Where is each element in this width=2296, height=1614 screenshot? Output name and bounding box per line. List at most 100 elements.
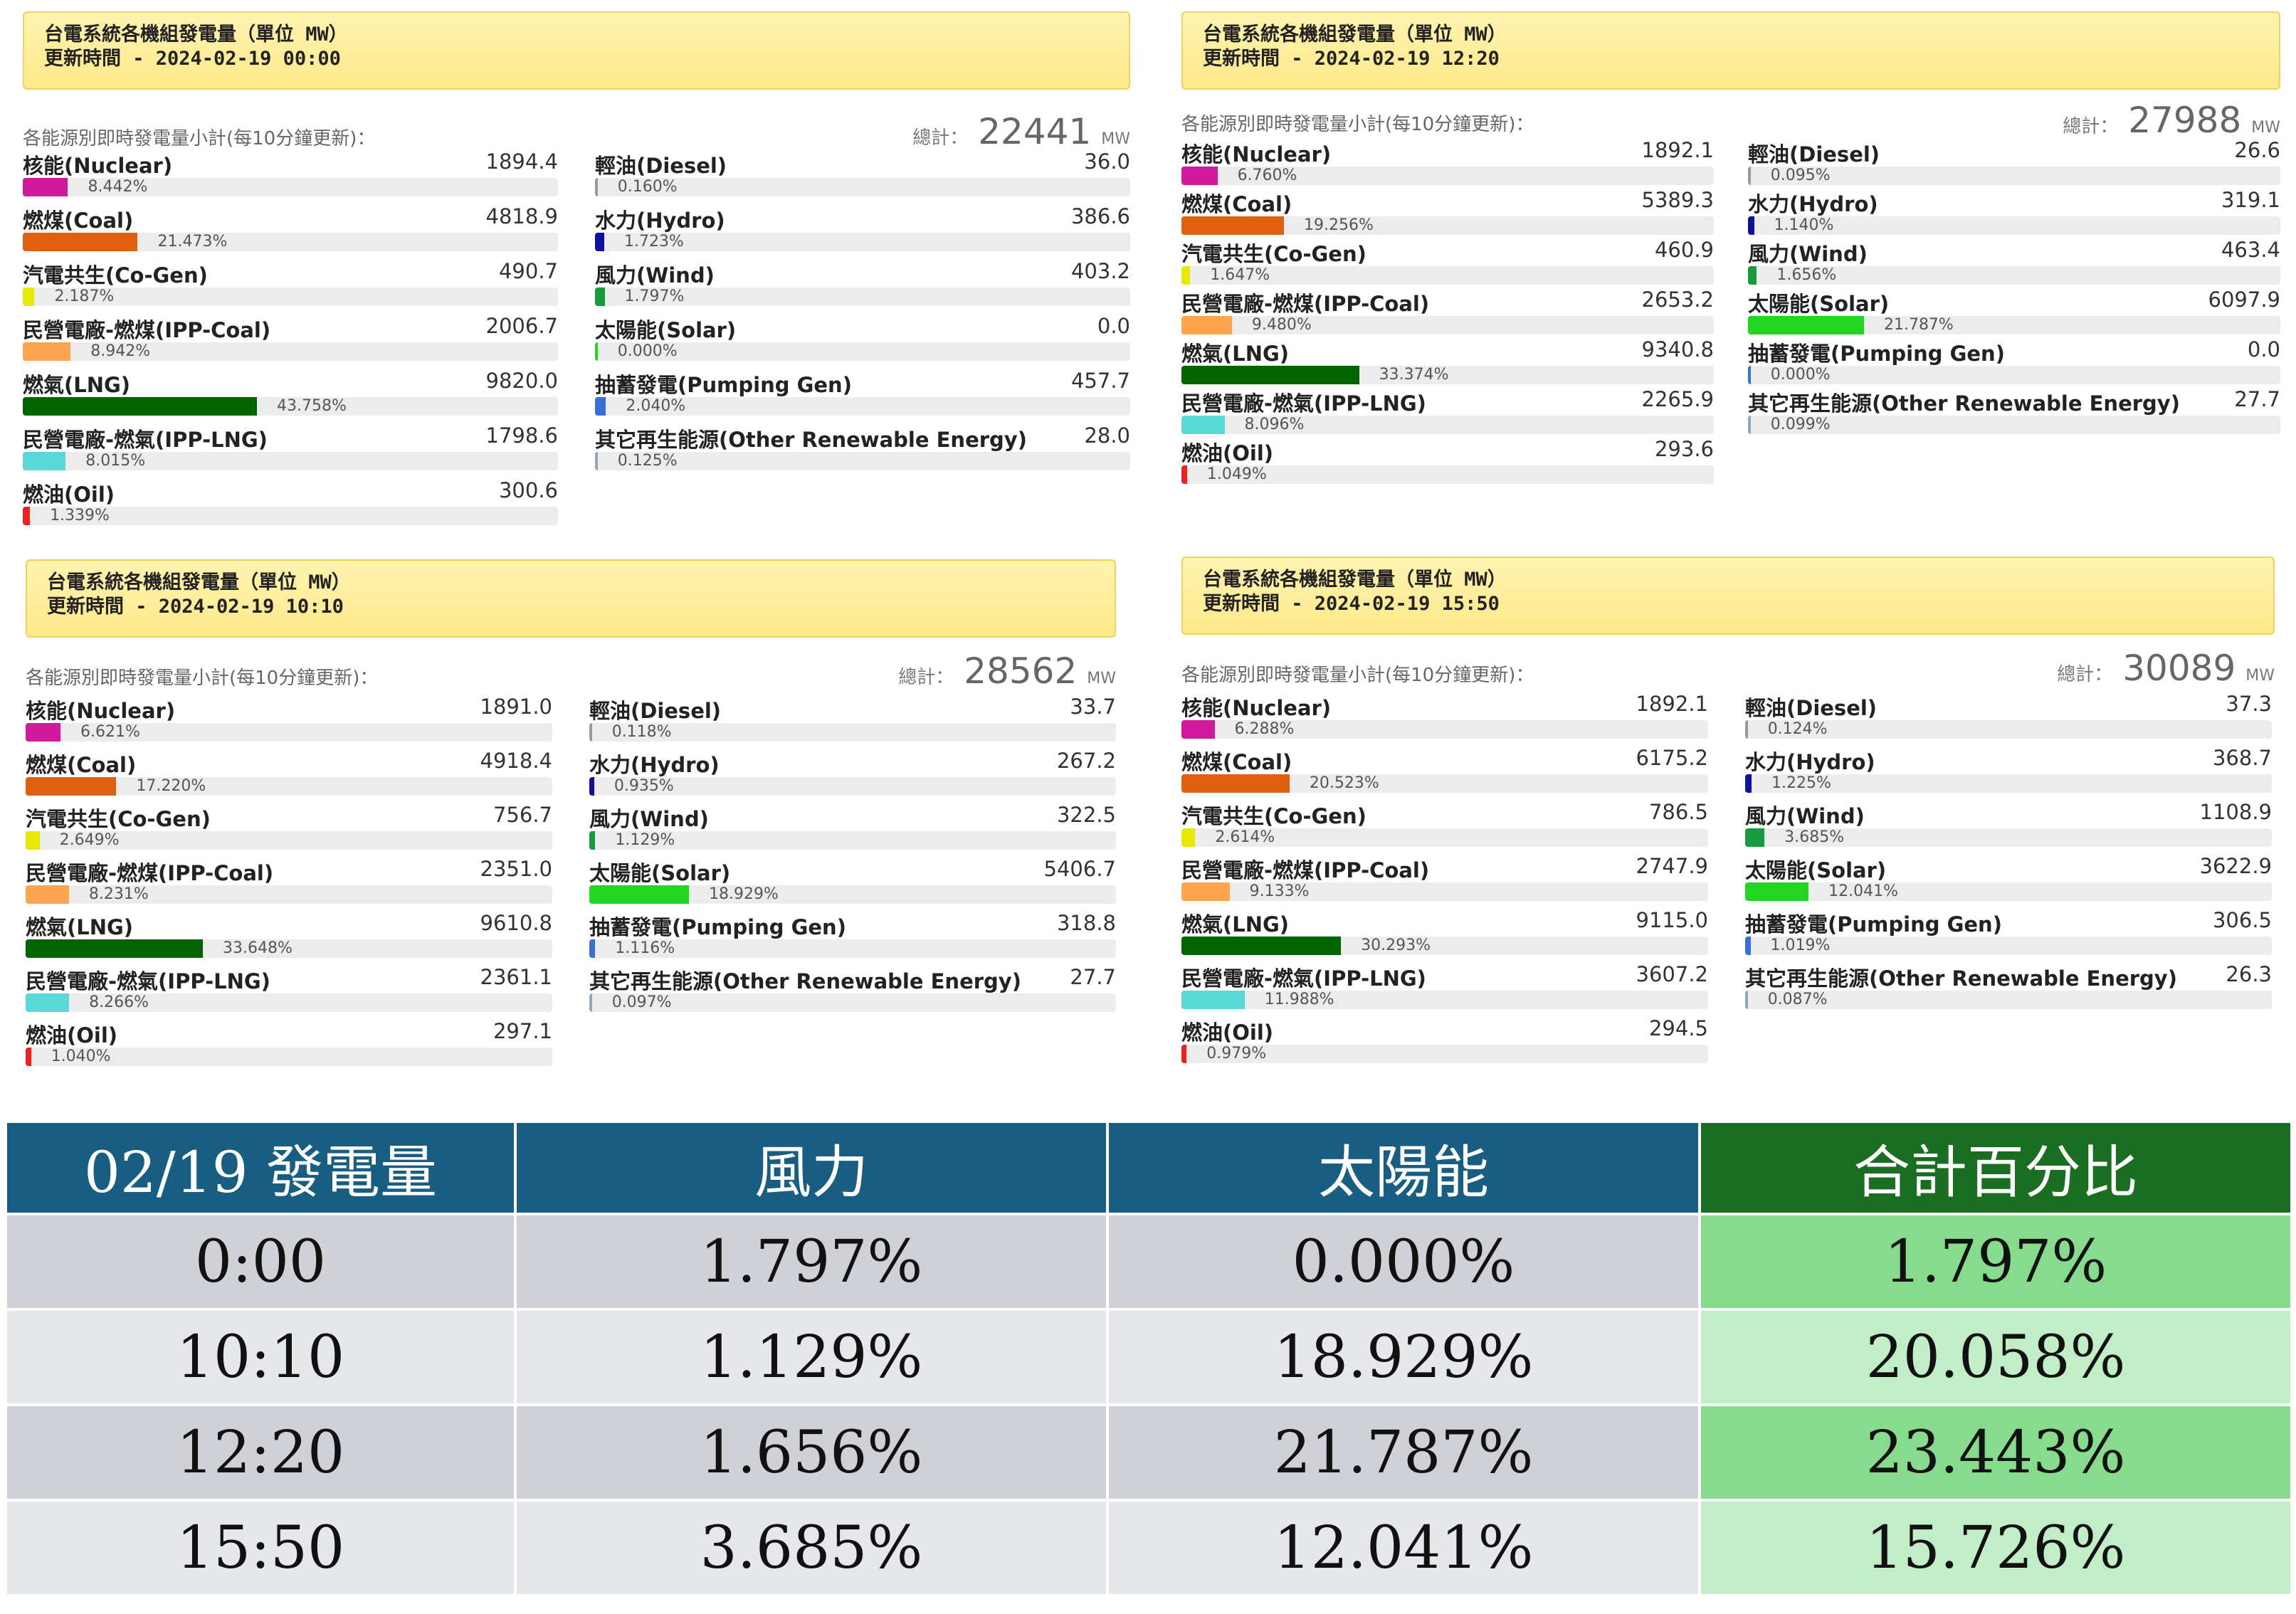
percent-bar-fill xyxy=(1745,991,1748,1009)
source-name: 輕油(Diesel) xyxy=(1745,696,1878,720)
source-value: 4918.4 xyxy=(480,749,552,773)
percent-bar-fill xyxy=(26,777,117,796)
source-row-other: 其它再生能源(Other Renewable Energy) 28.0 0.125% xyxy=(595,423,1130,475)
percent-bar-fill xyxy=(26,723,60,742)
summary-row-0000: 0:00 1.797% 0.000% 1.797% xyxy=(7,1215,2290,1308)
percent-bar-fill xyxy=(23,233,138,251)
header-total-percent: 合計百分比 xyxy=(1701,1123,2290,1213)
source-row-diesel: 輕油(Diesel) 26.6 0.095% xyxy=(1748,138,2280,189)
percent-bar-fill xyxy=(1748,416,1751,434)
total-label: 總計： xyxy=(2057,664,2113,685)
percent-label: 17.220% xyxy=(136,777,206,795)
source-name: 民營電廠-燃煤(IPP-Coal) xyxy=(1181,858,1430,882)
panel-updated-time: 更新時間 - 2024-02-19 00:00 xyxy=(44,48,341,70)
percent-label: 1.225% xyxy=(1771,774,1831,792)
percent-bar-fill xyxy=(1745,882,1809,901)
percent-bar-fill xyxy=(595,233,604,251)
source-name: 輕油(Diesel) xyxy=(589,699,722,723)
panel-banner: 台電系統各機組發電量（單位 MW） 更新時間 - 2024-02-19 10:1… xyxy=(26,559,1116,638)
source-name: 太陽能(Solar) xyxy=(595,318,737,342)
percent-bar-track xyxy=(1745,828,2272,847)
percent-bar-fill xyxy=(26,939,203,958)
percent-bar-fill xyxy=(595,397,606,416)
percent-bar-fill xyxy=(589,831,596,850)
source-row-wind: 風力(Wind) 1108.9 3.685% xyxy=(1745,800,2272,851)
time-cell: 15:50 xyxy=(7,1502,514,1594)
source-name: 汽電共生(Co-Gen) xyxy=(1181,804,1366,828)
panel-subtitle: 各能源別即時發電量小計(每10分鐘更新)： xyxy=(1181,114,1534,135)
total-unit: MW xyxy=(1101,130,1130,148)
source-name: 民營電廠-燃煤(IPP-Coal) xyxy=(1181,292,1430,316)
panel-0000: 台電系統各機組發電量（單位 MW） 更新時間 - 2024-02-19 00:0… xyxy=(23,11,1130,538)
source-name: 太陽能(Solar) xyxy=(1745,858,1887,882)
source-row-other: 其它再生能源(Other Renewable Energy) 27.7 0.097% xyxy=(589,965,1116,1016)
total-display: 總計： 22441 MW xyxy=(912,111,1130,152)
source-name: 燃煤(Coal) xyxy=(1181,192,1292,216)
wind-cell: 3.685% xyxy=(517,1502,1106,1594)
panel-banner: 台電系統各機組發電量（單位 MW） 更新時間 - 2024-02-19 15:5… xyxy=(1181,557,2275,635)
source-row-pumping: 抽蓄發電(Pumping Gen) 0.0 0.000% xyxy=(1748,337,2280,389)
percent-bar-fill xyxy=(589,885,690,904)
percent-label: 8.442% xyxy=(88,178,148,196)
source-row-oil: 燃油(Oil) 300.6 1.339% xyxy=(23,478,558,529)
percent-bar-track xyxy=(1181,991,1708,1009)
percent-bar-track xyxy=(1181,882,1708,901)
source-value: 1894.4 xyxy=(485,149,558,174)
source-name: 燃氣(LNG) xyxy=(23,373,131,397)
percent-label: 1.656% xyxy=(1776,266,1837,284)
panel-banner: 台電系統各機組發電量（單位 MW） 更新時間 - 2024-02-19 00:0… xyxy=(23,11,1130,90)
percent-label: 0.979% xyxy=(1206,1045,1267,1062)
header-solar: 太陽能 xyxy=(1109,1123,1698,1213)
source-name: 核能(Nuclear) xyxy=(1181,696,1332,720)
percent-label: 0.087% xyxy=(1767,991,1828,1008)
panel-1220: 台電系統各機組發電量（單位 MW） 更新時間 - 2024-02-19 12:2… xyxy=(1181,11,2280,538)
percent-label: 33.648% xyxy=(222,939,293,957)
percent-label: 2.187% xyxy=(54,288,115,305)
summary-header-row: 02/19 發電量 風力 太陽能 合計百分比 xyxy=(7,1123,2290,1213)
percent-bar-track xyxy=(1748,366,2280,384)
percent-label: 1.140% xyxy=(1774,216,1834,234)
percent-bar-track xyxy=(595,342,1130,361)
source-name: 其它再生能源(Other Renewable Energy) xyxy=(1745,966,2177,991)
source-row-hydro: 水力(Hydro) 319.1 1.140% xyxy=(1748,188,2280,239)
percent-bar-fill xyxy=(595,342,598,361)
percent-bar-fill xyxy=(1745,720,1748,739)
source-row-diesel: 輕油(Diesel) 33.7 0.118% xyxy=(589,695,1116,746)
source-value: 0.0 xyxy=(2247,337,2280,362)
panel-updated-time: 更新時間 - 2024-02-19 15:50 xyxy=(1203,593,1500,615)
total-value: 22441 xyxy=(978,111,1092,152)
percent-bar-track xyxy=(1181,720,1708,739)
percent-bar-track xyxy=(23,288,558,306)
percent-bar-fill xyxy=(1748,266,1757,285)
panel-subtitle: 各能源別即時發電量小計(每10分鐘更新)： xyxy=(1181,665,1534,686)
percent-label: 9.480% xyxy=(1251,316,1312,334)
source-name: 風力(Wind) xyxy=(1748,242,1868,266)
percent-bar-fill xyxy=(26,885,69,904)
source-value: 2351.0 xyxy=(480,857,552,881)
source-value: 5389.3 xyxy=(1641,188,1714,212)
percent-bar-track xyxy=(23,507,558,525)
source-value: 3607.2 xyxy=(1636,962,1708,986)
source-name: 其它再生能源(Other Renewable Energy) xyxy=(1748,391,2180,416)
total-value: 28562 xyxy=(964,650,1078,692)
percent-label: 1.797% xyxy=(624,288,685,305)
wind-cell: 1.797% xyxy=(517,1215,1106,1308)
percent-bar-track xyxy=(26,723,552,742)
source-row-ipp_lng: 民營電廠-燃氣(IPP-LNG) 1798.6 8.015% xyxy=(23,423,558,475)
percent-label: 6.760% xyxy=(1237,167,1297,184)
source-name: 風力(Wind) xyxy=(1745,804,1865,828)
percent-bar-track xyxy=(1181,167,1714,185)
percent-label: 18.929% xyxy=(709,885,779,903)
percent-bar-track xyxy=(1181,465,1714,484)
percent-bar-track xyxy=(1181,1045,1708,1063)
source-value: 457.7 xyxy=(1070,369,1130,393)
source-name: 燃氣(LNG) xyxy=(26,915,134,939)
source-value: 1892.1 xyxy=(1636,692,1708,716)
source-row-ipp_lng: 民營電廠-燃氣(IPP-LNG) 2361.1 8.266% xyxy=(26,965,552,1016)
source-name: 水力(Hydro) xyxy=(589,753,720,777)
source-value: 1798.6 xyxy=(485,423,558,448)
time-cell: 10:10 xyxy=(7,1311,514,1403)
total-percent-cell: 15.726% xyxy=(1701,1502,2290,1594)
source-value: 319.1 xyxy=(2221,188,2280,212)
source-name: 水力(Hydro) xyxy=(1745,750,1875,774)
